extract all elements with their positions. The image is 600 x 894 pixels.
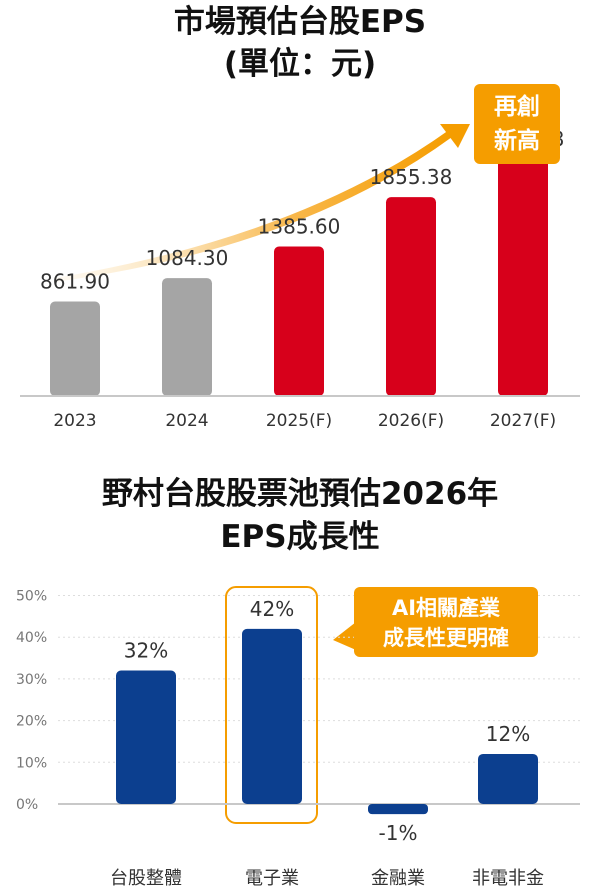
eps-value-label: 861.90: [40, 270, 110, 294]
chart1-title-line1: 市場預估台股EPS: [173, 4, 427, 40]
record-high-line1: 再創: [494, 94, 540, 120]
eps-bar-2025(F): [274, 246, 324, 396]
eps-value-label: 1084.30: [146, 246, 229, 270]
eps-year-label: 2025(F): [266, 411, 332, 431]
growth-bar-金融業: [368, 804, 428, 815]
growth-arrow-head: [440, 124, 470, 148]
chart2-title-line2: EPS成長性: [220, 519, 380, 555]
growth-value-label: 42%: [250, 597, 294, 621]
eps-value-label: 1855.38: [370, 165, 453, 189]
eps-forecast-chart: 861.90 2023 1084.30 2024 1385.60 2025(F) 1855.…: [20, 124, 580, 431]
eps-bar-2023: [50, 301, 100, 396]
eps-year-label: 2026(F): [378, 411, 444, 431]
record-high-line2: 新高: [494, 128, 540, 154]
eps-year-label: 2024: [165, 411, 208, 431]
sector-label: 電子業: [245, 868, 299, 889]
growth-value-label: 32%: [124, 639, 168, 663]
eps-year-label: 2027(F): [490, 411, 556, 431]
ai-growth-callout: AI相關產業 成長性更明確: [354, 587, 538, 657]
y-tick-label: 20%: [16, 714, 47, 730]
y-tick-label: 10%: [16, 755, 47, 771]
growth-value-label: 12%: [486, 722, 530, 746]
y-tick-label: 50%: [16, 589, 47, 605]
ai-callout-pointer: [333, 622, 356, 650]
electronics-highlight-box: [225, 586, 318, 824]
eps-bar-2027(F): [498, 158, 548, 396]
growth-bar-電子業: [242, 628, 302, 804]
growth-bar-非電非金: [478, 753, 538, 804]
y-tick-label: 30%: [16, 672, 47, 688]
chart2-title-line1: 野村台股股票池預估2026年: [101, 476, 499, 512]
growth-bar-台股整體: [116, 670, 176, 804]
growth-value-label: -1%: [379, 821, 418, 845]
sector-label: 非電非金: [472, 868, 544, 889]
record-high-callout: 再創 新高: [474, 84, 560, 164]
chart1-title-line2: (單位：元): [223, 46, 377, 82]
y-tick-label: 40%: [16, 630, 47, 646]
eps-bar-2024: [162, 278, 212, 396]
sector-label: 金融業: [371, 868, 425, 889]
ai-callout-line2: 成長性更明確: [383, 626, 509, 650]
y-tick-label: 0%: [16, 797, 38, 813]
eps-value-label: 1385.60: [258, 215, 341, 239]
eps-bar-2026(F): [386, 197, 436, 396]
ai-callout-line1: AI相關產業: [391, 596, 501, 620]
sector-label: 台股整體: [110, 868, 182, 889]
eps-year-label: 2023: [53, 411, 96, 431]
